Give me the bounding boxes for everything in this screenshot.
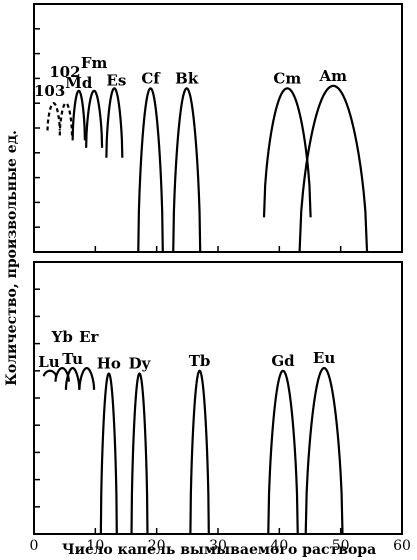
curve-fm xyxy=(85,89,104,148)
curve-tb xyxy=(189,369,210,535)
curve-ho xyxy=(99,372,118,535)
x-axis-tick-labels: 0 10 20 30 40 50 60 xyxy=(30,538,411,554)
curve-lu xyxy=(42,369,58,377)
y-axis-label: Количество, произвольные ед. xyxy=(4,130,20,386)
peak-label-gd: Gd xyxy=(271,352,295,370)
curve-md xyxy=(71,89,87,141)
peak-label-102: 102 xyxy=(49,63,80,81)
curve-eu xyxy=(304,366,344,535)
peak-label-tu: Tu xyxy=(62,350,83,368)
bottom-panel-ticks xyxy=(34,288,342,534)
curve-dy xyxy=(130,372,149,535)
peak-label-er: Er xyxy=(79,328,99,346)
x-tick-label: 20 xyxy=(148,538,166,554)
peak-label-103: 103 xyxy=(34,82,65,100)
peak-label-cm: Cm xyxy=(273,69,301,87)
top-panel-frame xyxy=(33,3,403,253)
peak-label-tb: Tb xyxy=(189,352,211,370)
x-axis-label: Число капель вымываемого раствора xyxy=(62,542,376,558)
peak-label-bk: Bk xyxy=(175,69,199,87)
peak-label-am: Am xyxy=(319,67,348,85)
curve-er xyxy=(78,366,96,390)
x-tick-label: 40 xyxy=(270,538,288,554)
peak-label-es: Es xyxy=(106,71,126,89)
x-tick-label: 10 xyxy=(86,538,104,554)
curve-am xyxy=(298,84,369,253)
top-panel-curves xyxy=(46,84,369,253)
x-tick-label: 30 xyxy=(209,538,227,554)
curve-cm xyxy=(262,87,312,218)
peak-label-dy: Dy xyxy=(129,355,152,373)
curve-102 xyxy=(58,102,74,136)
curve-cf xyxy=(137,87,164,253)
x-tick-label: 0 xyxy=(30,538,39,554)
curve-es xyxy=(105,87,124,158)
curve-bk xyxy=(172,87,202,253)
peak-label-cf: Cf xyxy=(141,69,161,87)
bottom-panel-labels: Lu Yb Tu Er Ho Dy Tb Gd Eu xyxy=(38,328,335,372)
curve-tu xyxy=(64,366,81,390)
top-panel-ticks xyxy=(34,28,342,252)
bottom-panel: Lu Yb Tu Er Ho Dy Tb Gd Eu xyxy=(33,261,403,535)
curve-103 xyxy=(46,102,61,131)
bottom-panel-frame xyxy=(33,261,403,535)
peak-label-yb: Yb xyxy=(51,328,73,346)
curve-gd xyxy=(267,369,299,535)
peak-label-fm: Fm xyxy=(81,54,108,72)
x-tick-label: 60 xyxy=(393,538,411,554)
x-tick-label: 50 xyxy=(332,538,350,554)
peak-label-md: Md xyxy=(65,74,93,92)
peak-label-lu: Lu xyxy=(38,353,60,371)
curve-yb xyxy=(54,366,71,382)
peak-label-ho: Ho xyxy=(97,355,121,373)
bottom-panel-curves xyxy=(42,366,344,535)
peak-label-eu: Eu xyxy=(313,349,335,367)
